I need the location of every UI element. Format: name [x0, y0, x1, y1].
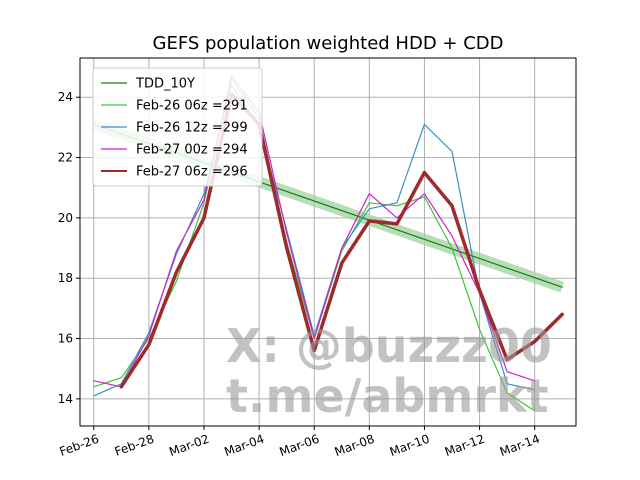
legend-label: TDD_10Y	[135, 77, 195, 92]
y-tick-label: 14	[58, 392, 73, 406]
y-tick-label: 16	[58, 332, 73, 346]
x-tick-label: Mar-04	[222, 432, 266, 459]
x-tick-label: Mar-06	[277, 432, 321, 459]
watermark: X: @buzzz00 t.me/abmrkt	[226, 319, 552, 423]
watermark-line-2: t.me/abmrkt	[226, 369, 549, 423]
legend-label: Feb-26 06z =291	[136, 99, 248, 114]
x-tick-label: Mar-14	[498, 432, 542, 459]
x-tick-label: Mar-10	[388, 432, 432, 459]
y-tick-label: 18	[58, 271, 73, 285]
y-tick-label: 24	[58, 90, 73, 104]
chart-title: GEFS population weighted HDD + CDD	[153, 33, 504, 54]
x-tick-label: Mar-08	[333, 432, 377, 459]
x-tick-label: Mar-02	[167, 432, 211, 459]
y-axis: 14 16 18 20 22 24	[58, 90, 80, 406]
series-line-feb-27-06z-296	[119, 92, 564, 389]
x-axis: Feb-26 Feb-28 Mar-02 Mar-04 Mar-06 Mar-08 Mar-…	[58, 426, 542, 459]
legend-label: Feb-26 12z =299	[136, 121, 248, 136]
y-tick-label: 22	[58, 151, 73, 165]
grid	[80, 58, 576, 426]
y-tick-label: 20	[58, 211, 73, 225]
x-tick-label: Feb-26	[58, 432, 101, 459]
plot-frame	[79, 57, 577, 427]
series-line-feb-27-00z-294	[93, 75, 536, 388]
legend-label: Feb-27 06z =296	[136, 165, 248, 180]
legend-label: Feb-27 00z =294	[136, 143, 248, 158]
legend: TDD_10Y Feb-26 06z =291 Feb-26 12z =299 Feb…	[92, 67, 263, 187]
x-tick-label: Mar-12	[443, 432, 487, 459]
x-tick-label: Feb-28	[113, 432, 156, 459]
legend-box	[92, 67, 263, 187]
watermark-line-1: X: @buzzz00	[226, 319, 552, 373]
